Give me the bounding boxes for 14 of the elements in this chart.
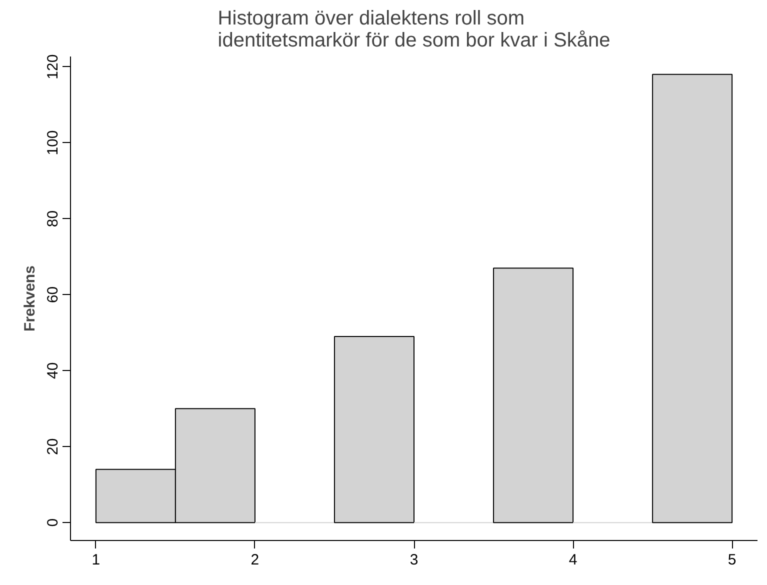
y-tick-label: 100 bbox=[44, 130, 62, 156]
y-tick-label: 40 bbox=[44, 362, 62, 379]
x-tick-label: 5 bbox=[728, 552, 736, 568]
y-tick-label: 0 bbox=[44, 518, 62, 527]
y-tick-label: 20 bbox=[44, 438, 62, 455]
x-tick-label: 2 bbox=[250, 552, 260, 568]
x-tick-label: 3 bbox=[410, 552, 418, 568]
x-tick-label: 1 bbox=[92, 552, 100, 568]
y-tick-label: 80 bbox=[44, 210, 62, 228]
y-tick-label: 60 bbox=[44, 286, 62, 304]
x-tick-label: 4 bbox=[568, 552, 578, 568]
y-tick-label: 120 bbox=[44, 54, 62, 80]
chart-title: Histogram över dialektens roll som identitetsmarkör för de som bor kvar i Skåne bbox=[218, 8, 610, 52]
y-axis-title: Frekvens bbox=[22, 266, 38, 332]
